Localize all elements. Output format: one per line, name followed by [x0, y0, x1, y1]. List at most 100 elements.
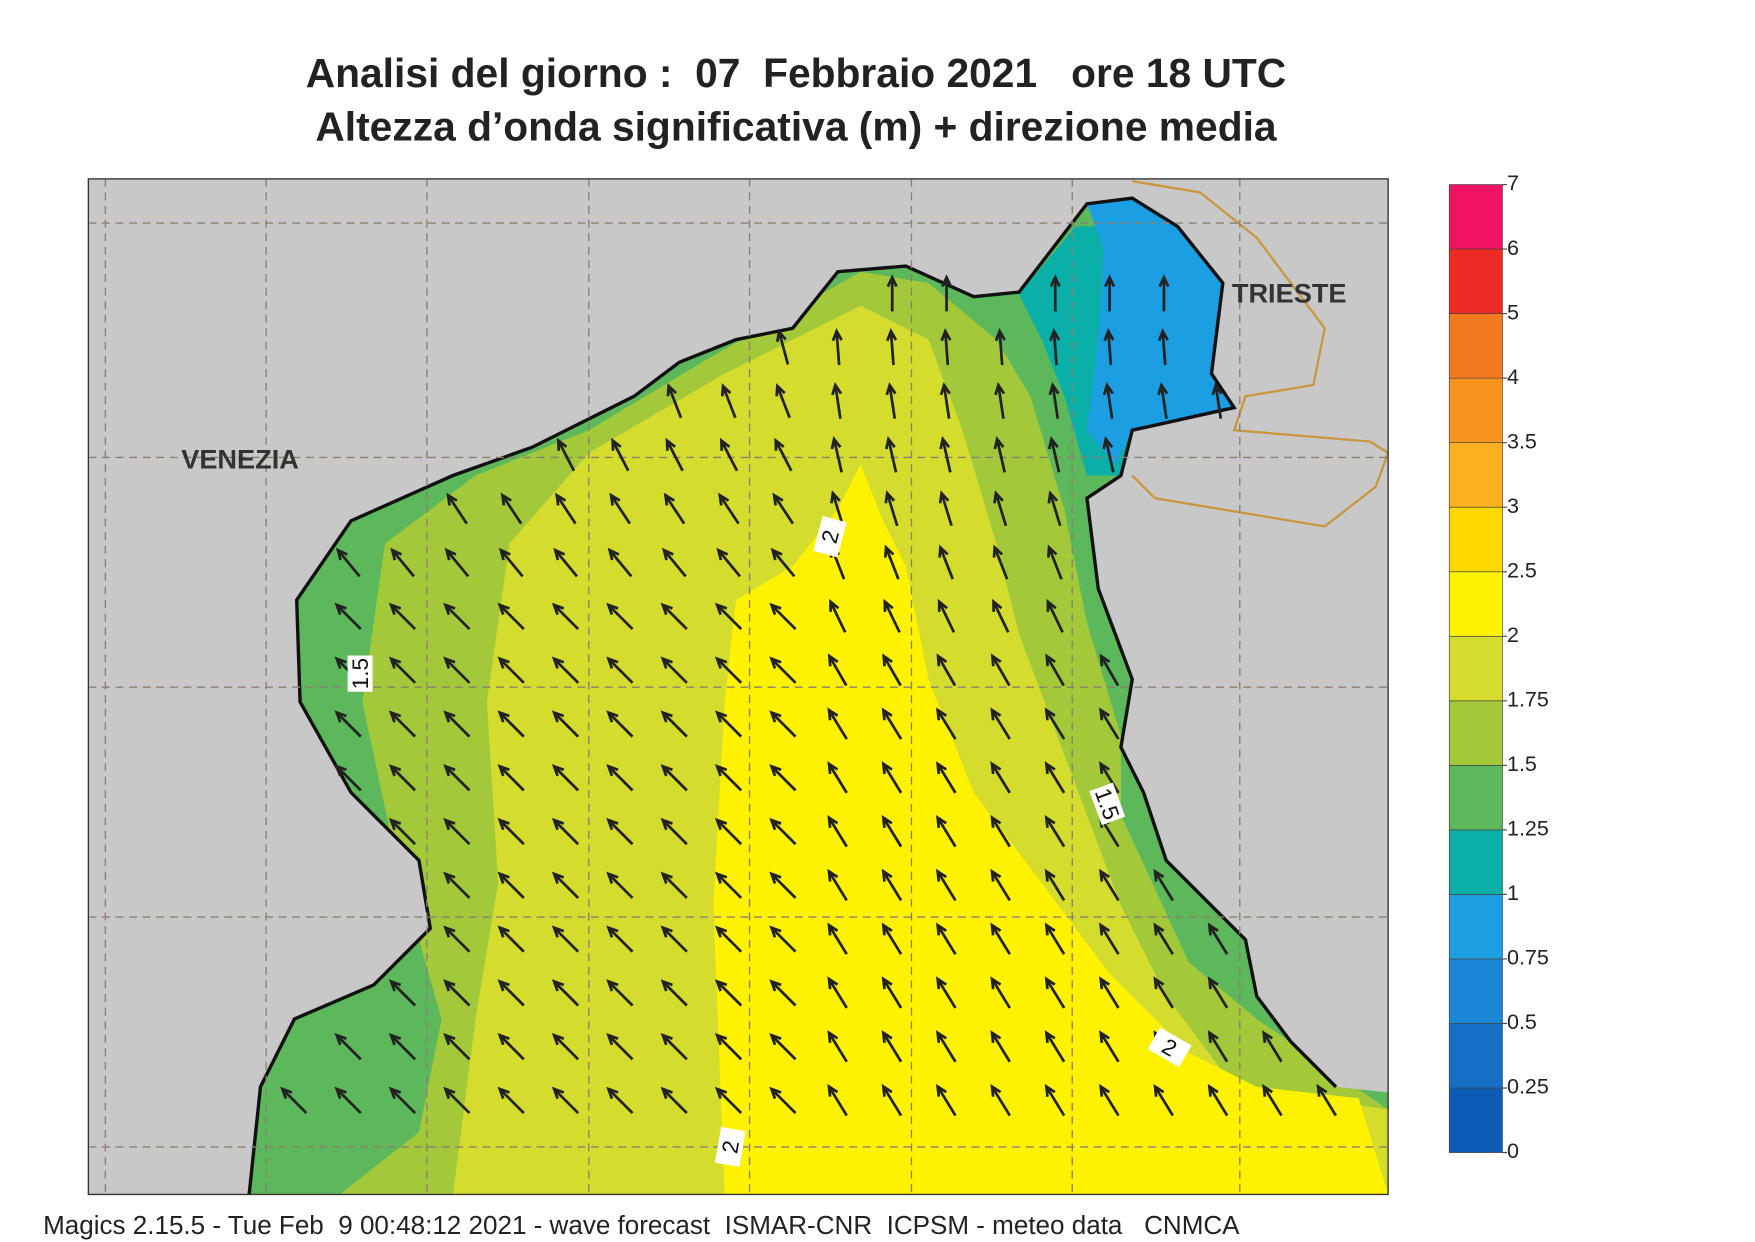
wave-arrow: [1046, 598, 1064, 633]
wave-arrow: [881, 922, 903, 955]
label-bg: [1147, 1027, 1192, 1068]
wave-arrow: [1099, 761, 1120, 794]
wave-arrow: [335, 547, 361, 578]
place-label: VENEZIA: [181, 444, 299, 475]
wave-arrow: [606, 925, 634, 953]
colorbar-band: [1448, 829, 1503, 895]
wave-arrow: [1102, 381, 1114, 419]
label-bg: [714, 1126, 746, 1167]
wave-arrow: [827, 1083, 848, 1117]
wave-arrow: [497, 1086, 525, 1115]
wave-arrow: [1262, 1030, 1283, 1063]
colorbar-band: [1448, 894, 1503, 960]
wave-arrow: [990, 1083, 1011, 1117]
wave-arrow: [1211, 381, 1223, 419]
subtitle: Altezza d’onda significativa (m) + direz…: [315, 103, 1277, 149]
wave-arrow: [1044, 761, 1066, 794]
wave-arrow: [388, 602, 417, 631]
wave-bands: [339, 198, 1389, 1195]
wave-arrow: [500, 492, 523, 525]
wave-arrow: [720, 383, 737, 419]
wave-arrow: [769, 1033, 797, 1061]
wave-arrow: [769, 764, 797, 792]
wave-arrow: [1153, 1083, 1174, 1117]
wave-arrow: [553, 547, 579, 578]
wave-arrow: [606, 764, 634, 792]
wave-arrow: [662, 547, 687, 578]
wave-arrow: [334, 764, 362, 792]
wave-arrow: [1158, 274, 1170, 312]
wave-arrow: [1099, 653, 1120, 687]
wave-arrow: [606, 1086, 634, 1115]
wave-arrow: [388, 710, 417, 738]
wave-arrow: [666, 383, 683, 419]
wave-arrow: [994, 328, 1006, 366]
wave-arrow: [388, 1033, 417, 1061]
wave-arrow: [939, 381, 951, 419]
wave-arrow: [388, 979, 417, 1007]
wave-arrow: [443, 656, 471, 684]
label-bg: [1089, 782, 1126, 826]
contour-labels: 21.51.522: [347, 515, 1192, 1167]
wave-arrow: [1044, 868, 1066, 902]
wave-arrow: [334, 1033, 362, 1061]
wave-arrow: [886, 274, 898, 312]
colorbar-label: 3: [1507, 494, 1519, 518]
wave-arrow: [936, 814, 957, 848]
wave-arrow: [990, 814, 1011, 848]
wave-arrow: [660, 871, 688, 899]
wave-arrow: [769, 1086, 797, 1115]
wave-arrow: [990, 976, 1011, 1009]
wave-arrow: [827, 814, 848, 848]
wave-arrow: [606, 710, 634, 738]
wave-arrow: [827, 707, 848, 740]
wave-arrow: [831, 381, 843, 419]
wave-arrow: [446, 492, 468, 525]
wave-arrow: [551, 764, 580, 792]
wave-arrow: [497, 656, 525, 684]
footer: Magics 2.15.5 - Tue Feb 9 00:48:12 2021 …: [43, 1210, 1240, 1240]
wave-arrow: [714, 1086, 743, 1115]
wave-arrow: [718, 492, 740, 525]
wave-arrow: [443, 710, 471, 738]
wave-arrow: [606, 871, 634, 899]
wave-arrow: [936, 1030, 957, 1063]
wave-arrow: [1099, 707, 1120, 740]
wave-arrow: [660, 817, 688, 846]
wave-arrow: [990, 1030, 1011, 1063]
colorbar-label: 1.5: [1507, 752, 1537, 776]
wave-arrow: [555, 492, 577, 525]
wave-arrow: [665, 437, 684, 472]
contour-label: 2: [817, 527, 844, 546]
wave-arrow: [769, 710, 797, 738]
wave-arrow: [1044, 814, 1066, 848]
wave-arrow: [775, 383, 791, 419]
wave-arrow: [716, 547, 742, 578]
colorbar-label: 2.5: [1507, 558, 1537, 582]
wave-arrow: [551, 710, 580, 738]
wave-arrow: [940, 274, 953, 312]
wave-arrow: [1153, 922, 1174, 955]
wave-arrow: [443, 979, 471, 1007]
wave-arrow: [1044, 922, 1066, 955]
colorbar-band: [1448, 184, 1503, 250]
wave-arrow: [497, 1033, 525, 1061]
wave-arrow: [1099, 1030, 1120, 1063]
band: [1086, 198, 1235, 465]
colorbar-band: [1448, 1023, 1503, 1089]
wave-arrow: [390, 547, 415, 578]
wave-arrow: [769, 656, 797, 684]
wave-arrow: [1207, 1083, 1229, 1117]
wave-arrow: [1047, 544, 1063, 580]
wave-arrow: [551, 925, 580, 953]
wave-arrow: [1044, 976, 1066, 1009]
wave-arrow: [497, 871, 525, 899]
colorbar-label: 0: [1507, 1139, 1519, 1163]
wave-arrow: [827, 653, 848, 687]
wave-arrow: [714, 710, 743, 738]
colorbar-label: 1.25: [1507, 817, 1549, 841]
wave-arrow: [606, 979, 634, 1007]
colorbar-band: [1448, 506, 1503, 573]
wave-arrow: [606, 1033, 634, 1061]
wave-arrow: [1048, 381, 1060, 419]
